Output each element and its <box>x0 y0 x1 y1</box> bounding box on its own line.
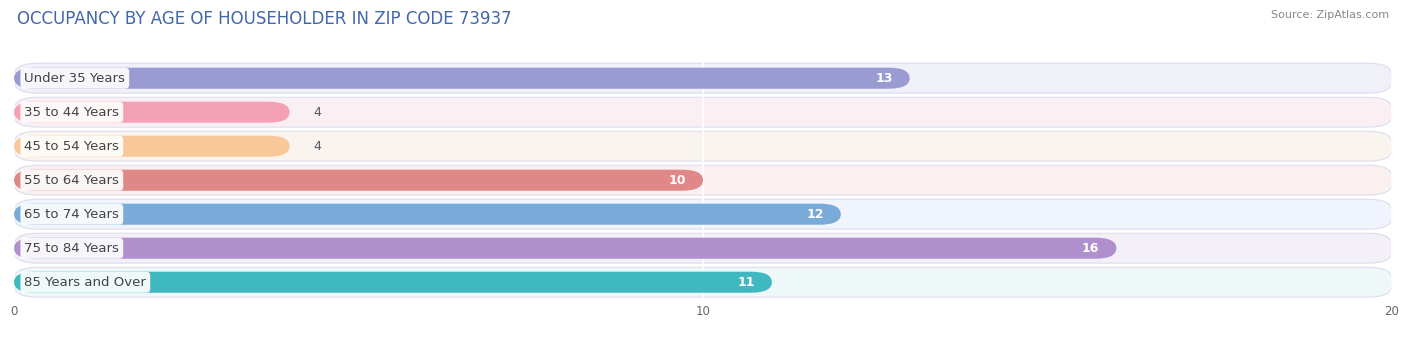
Text: 65 to 74 Years: 65 to 74 Years <box>24 208 120 221</box>
Text: 12: 12 <box>806 208 824 221</box>
Text: 4: 4 <box>314 140 322 153</box>
FancyBboxPatch shape <box>14 170 703 191</box>
Text: 16: 16 <box>1081 242 1099 255</box>
FancyBboxPatch shape <box>14 199 1392 229</box>
Text: 45 to 54 Years: 45 to 54 Years <box>24 140 120 153</box>
Text: 75 to 84 Years: 75 to 84 Years <box>24 242 120 255</box>
FancyBboxPatch shape <box>14 97 1392 127</box>
Text: Source: ZipAtlas.com: Source: ZipAtlas.com <box>1271 10 1389 20</box>
Text: 4: 4 <box>314 106 322 119</box>
Text: OCCUPANCY BY AGE OF HOUSEHOLDER IN ZIP CODE 73937: OCCUPANCY BY AGE OF HOUSEHOLDER IN ZIP C… <box>17 10 512 28</box>
Text: 10: 10 <box>668 174 686 187</box>
FancyBboxPatch shape <box>14 272 772 293</box>
Text: 85 Years and Over: 85 Years and Over <box>24 276 146 289</box>
FancyBboxPatch shape <box>14 233 1392 263</box>
FancyBboxPatch shape <box>14 102 290 123</box>
Text: 35 to 44 Years: 35 to 44 Years <box>24 106 120 119</box>
FancyBboxPatch shape <box>14 267 1392 297</box>
Text: 11: 11 <box>737 276 755 289</box>
FancyBboxPatch shape <box>14 238 1116 259</box>
FancyBboxPatch shape <box>14 131 1392 161</box>
Text: Under 35 Years: Under 35 Years <box>24 72 125 85</box>
FancyBboxPatch shape <box>14 63 1392 93</box>
FancyBboxPatch shape <box>14 68 910 89</box>
Text: 55 to 64 Years: 55 to 64 Years <box>24 174 120 187</box>
FancyBboxPatch shape <box>14 204 841 225</box>
FancyBboxPatch shape <box>14 136 290 157</box>
Text: 13: 13 <box>875 72 893 85</box>
FancyBboxPatch shape <box>14 165 1392 195</box>
